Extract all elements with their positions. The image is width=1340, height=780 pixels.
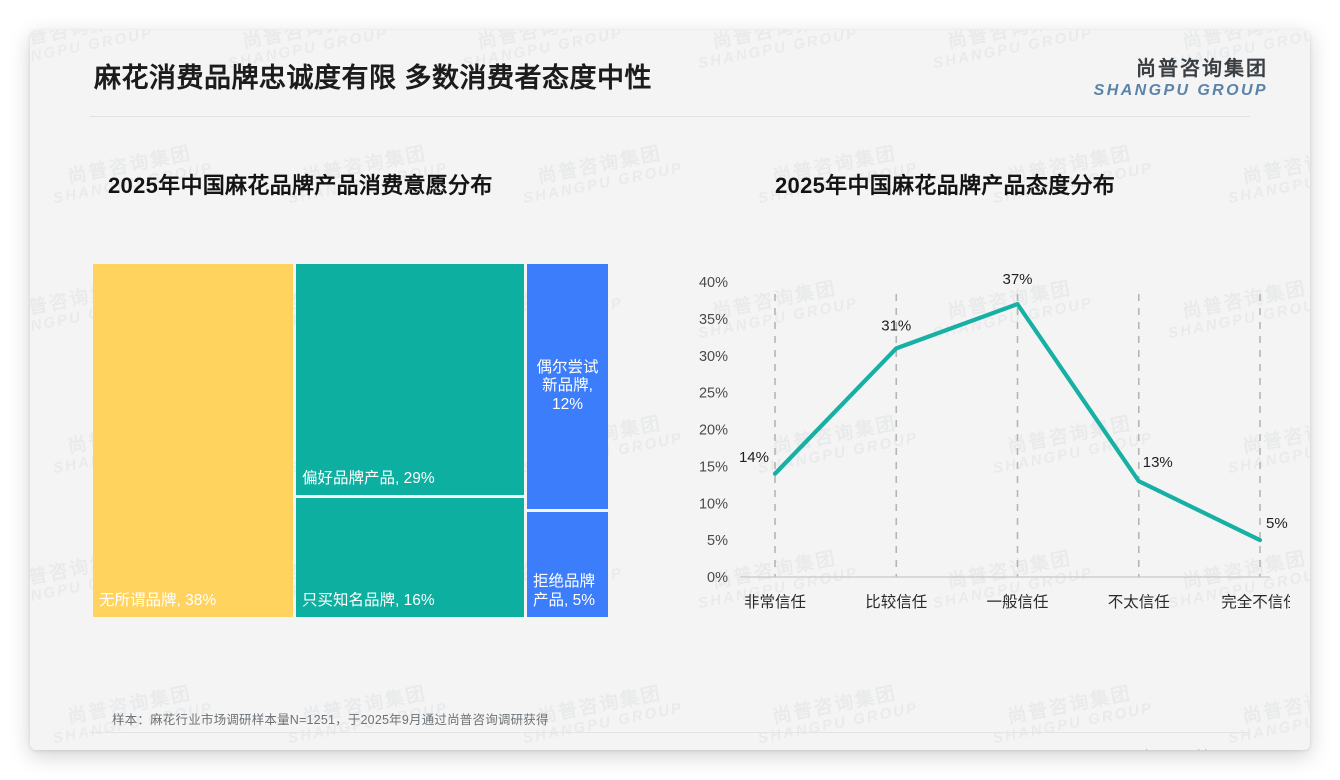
- slide-header: 麻花消费品牌忠诚度有限 多数消费者态度中性 尚普咨询集团 SHANGPU GRO…: [30, 30, 1310, 116]
- data-point-label: 37%: [1002, 271, 1032, 288]
- treemap-cell-label: 拒绝品牌 产品, 5%: [533, 573, 596, 609]
- y-axis-tick-label: 35%: [699, 312, 728, 328]
- y-axis-tick-label: 25%: [699, 386, 728, 402]
- treemap-cell-only-famous-brand[interactable]: 只买知名品牌, 16%: [296, 498, 524, 617]
- data-point-label: 13%: [1143, 454, 1173, 471]
- data-point-label: 31%: [881, 317, 911, 334]
- x-axis-category-label: 比较信任: [865, 593, 927, 611]
- y-axis-tick-label: 15%: [699, 459, 728, 475]
- x-axis-label-group: 非常信任 比较信任 一般信任 不太信任 完全不信任: [744, 593, 1290, 611]
- x-axis-category-label: 一般信任: [986, 593, 1048, 611]
- treemap-cell-no-preference[interactable]: 无所谓品牌, 38%: [93, 264, 293, 617]
- website-link[interactable]: www.shangpu-china.com: [1109, 748, 1248, 750]
- source-note: 样本：麻花行业市场调研样本量N=1251，于2025年9月通过尚普咨询调研获得: [112, 713, 549, 727]
- slide-footer: ©2025.11 SHANGPU GROUP www.shangpu-china…: [30, 740, 1310, 750]
- attitude-series-line[interactable]: [772, 302, 1263, 543]
- y-axis-tick-label: 0%: [707, 570, 728, 586]
- vertical-gridline-group: [774, 294, 1261, 577]
- treemap-cell-reject-brand[interactable]: 拒绝品牌 产品, 5%: [527, 512, 608, 617]
- y-axis-tick-label: 40%: [699, 275, 728, 291]
- treemap-cell-label: 偶尔尝试 新品牌, 12%: [536, 359, 599, 413]
- line-chart-svg: 0% 5% 10% 15% 20% 25% 30% 35% 40% 14% 31% 37% 13% 5%…: [699, 271, 1290, 611]
- brand-logo: 尚普咨询集团 SHANGPU GROUP: [1094, 52, 1268, 100]
- treemap-column-3: 偶尔尝试 新品牌, 12% 拒绝品牌 产品, 5%: [527, 264, 608, 617]
- left-chart-title: 2025年中国麻花品牌产品消费意愿分布: [108, 173, 493, 198]
- header-divider: [90, 116, 1250, 117]
- attitude-line-chart: 0% 5% 10% 15% 20% 25% 30% 35% 40% 14% 31% 37% 13% 5%…: [670, 264, 1290, 624]
- consumption-willingness-treemap: 无所谓品牌, 38% 偏好品牌产品, 29% 只买知名品牌, 16% 偶尔尝试 …: [93, 264, 608, 617]
- y-axis-tick-label: 20%: [699, 423, 728, 439]
- data-point-label: 5%: [1266, 515, 1288, 532]
- right-chart-title: 2025年中国麻花品牌产品态度分布: [775, 173, 1116, 198]
- y-axis-tick-label: 10%: [699, 496, 728, 512]
- treemap-cell-label: 无所谓品牌, 38%: [99, 591, 217, 609]
- footer-divider: [90, 732, 1250, 733]
- y-axis-tick-label: 5%: [707, 533, 728, 549]
- y-axis-tick-label: 30%: [699, 349, 728, 365]
- logo-text-cn: 尚普咨询集团: [1136, 58, 1268, 80]
- data-label-group: 14% 31% 37% 13% 5%: [739, 271, 1288, 532]
- treemap-column-1: 无所谓品牌, 38%: [93, 264, 293, 617]
- treemap-cell-label: 只买知名品牌, 16%: [302, 591, 435, 609]
- y-axis-tick-group: 0% 5% 10% 15% 20% 25% 30% 35% 40%: [699, 275, 728, 586]
- x-axis-category-label: 不太信任: [1108, 593, 1170, 611]
- treemap-column-2: 偏好品牌产品, 29% 只买知名品牌, 16%: [296, 264, 524, 617]
- page-title: 麻花消费品牌忠诚度有限 多数消费者态度中性: [94, 63, 653, 93]
- x-axis-category-label: 完全不信任: [1221, 593, 1290, 611]
- treemap-cell-label: 偏好品牌产品, 29%: [302, 469, 435, 487]
- x-axis-category-label: 非常信任: [744, 593, 806, 611]
- logo-text-en: SHANGPU GROUP: [1093, 82, 1268, 99]
- slide-card: 尚普咨询集团 SHANGPU GROUP 尚普咨询集团 SHANGPU GROUP 尚普…: [30, 30, 1310, 750]
- data-point-label: 14%: [739, 449, 769, 466]
- copyright-text: ©2025.11 SHANGPU GROUP: [92, 748, 260, 750]
- treemap-cell-try-new-brand[interactable]: 偶尔尝试 新品牌, 12%: [527, 264, 608, 509]
- treemap-cell-prefer-brand[interactable]: 偏好品牌产品, 29%: [296, 264, 524, 495]
